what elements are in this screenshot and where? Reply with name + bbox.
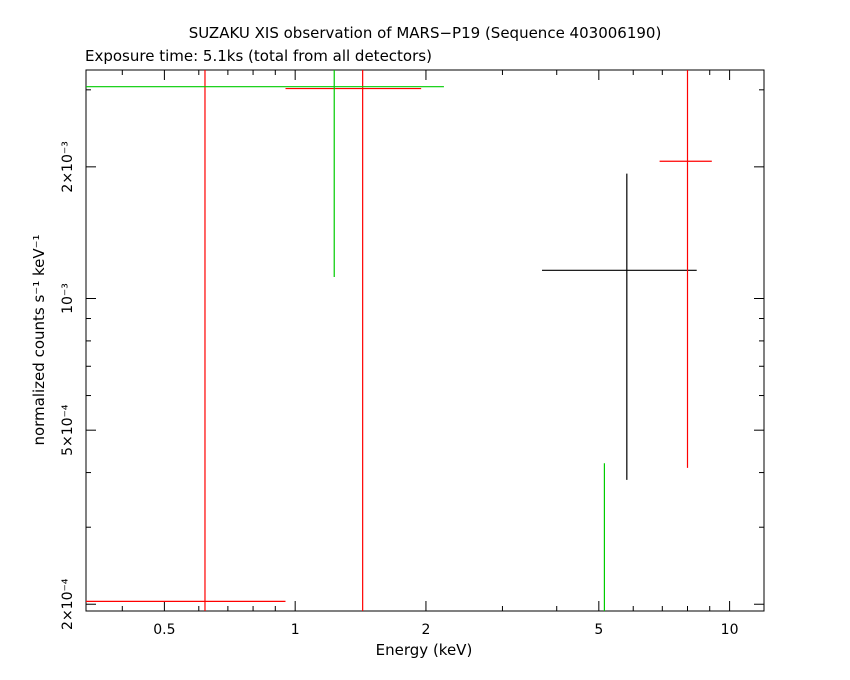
plot-frame bbox=[85, 69, 765, 612]
x-tick-label: 2 bbox=[421, 622, 430, 638]
y-tick-label: 5×10⁻⁴ bbox=[60, 404, 76, 456]
data-point bbox=[86, 70, 286, 611]
data-point bbox=[659, 70, 712, 468]
x-tick-label: 0.5 bbox=[153, 622, 175, 638]
data-marks bbox=[86, 70, 712, 611]
chart-title: SUZAKU XIS observation of MARS−P19 (Sequ… bbox=[189, 24, 662, 42]
data-point bbox=[86, 70, 444, 277]
axis-ticks: 0.5 1 2 5 10 2×10⁻⁴ 5×10⁻⁴ 10⁻³ 2×10⁻³ bbox=[60, 70, 764, 638]
y-tick-label: 10⁻³ bbox=[60, 283, 76, 314]
x-tick-label: 1 bbox=[291, 622, 300, 638]
chart-subtitle: Exposure time: 5.1ks (total from all det… bbox=[85, 47, 432, 65]
y-tick-label: 2×10⁻³ bbox=[60, 141, 76, 192]
x-axis-label: Energy (keV) bbox=[376, 641, 473, 659]
y-axis-label: normalized counts s⁻¹ keV⁻¹ bbox=[30, 234, 48, 445]
data-point bbox=[285, 70, 422, 611]
y-tick-label: 2×10⁻⁴ bbox=[60, 578, 76, 630]
x-tick-label: 10 bbox=[721, 622, 739, 638]
x-tick-label: 5 bbox=[594, 622, 603, 638]
data-point bbox=[542, 173, 697, 480]
